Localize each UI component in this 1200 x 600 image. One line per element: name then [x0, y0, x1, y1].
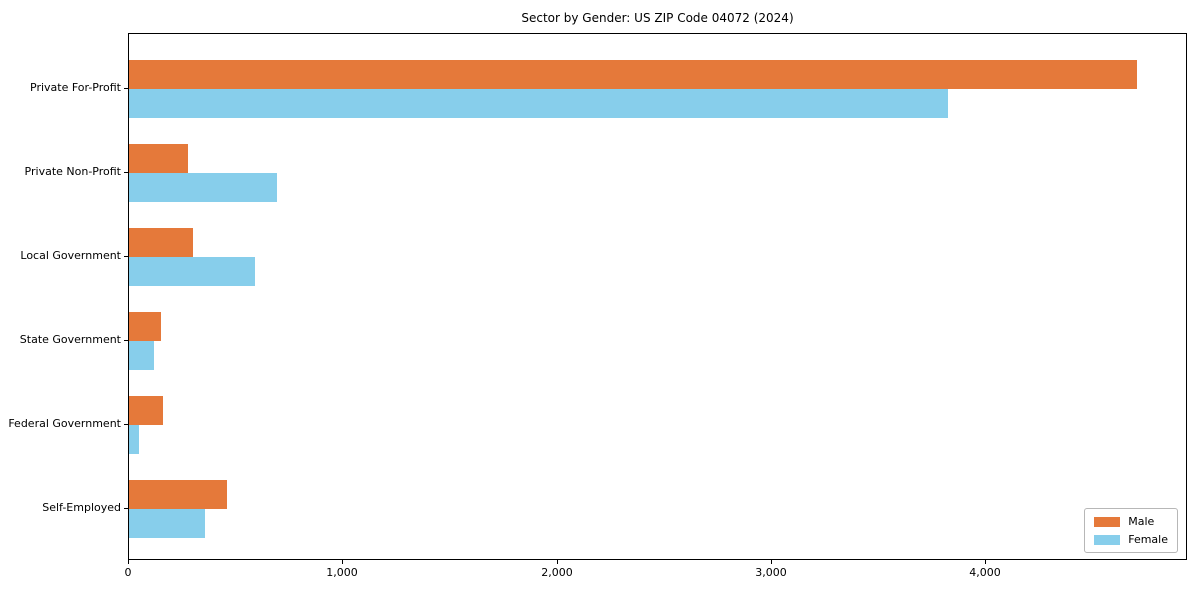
legend-swatch-male — [1094, 516, 1121, 527]
bar-male-1 — [129, 144, 188, 173]
y-tick-label: Private Non-Profit — [24, 165, 121, 178]
bar-female-4 — [129, 425, 139, 454]
y-tick-mark — [124, 508, 128, 509]
bar-male-3 — [129, 312, 161, 341]
y-tick-label: Private For-Profit — [30, 81, 121, 94]
x-tick-mark — [771, 560, 772, 564]
x-tick-label: 0 — [124, 566, 132, 579]
x-tick-mark — [985, 560, 986, 564]
y-tick-label: State Government — [19, 333, 121, 346]
x-tick-label: 3,000 — [755, 566, 787, 579]
bar-male-4 — [129, 396, 163, 425]
x-tick-label: 4,000 — [969, 566, 1001, 579]
y-tick-mark — [124, 340, 128, 341]
y-tick-mark — [124, 88, 128, 89]
bar-male-0 — [129, 60, 1137, 89]
bar-male-5 — [129, 480, 227, 509]
x-tick-mark — [342, 560, 343, 564]
bar-female-0 — [129, 89, 948, 118]
x-tick-label: 2,000 — [541, 566, 573, 579]
plot-area: Male Female — [128, 33, 1187, 560]
y-tick-label: Self-Employed — [42, 501, 121, 514]
y-tick-label: Local Government — [20, 249, 121, 262]
y-tick-mark — [124, 172, 128, 173]
bar-female-1 — [129, 173, 277, 202]
bar-female-2 — [129, 257, 255, 286]
bar-male-2 — [129, 228, 193, 257]
y-tick-label: Federal Government — [8, 417, 121, 430]
legend-entry-male: Male — [1094, 515, 1168, 528]
legend-label-male: Male — [1128, 515, 1155, 528]
x-tick-mark — [557, 560, 558, 564]
legend-entry-female: Female — [1094, 533, 1168, 546]
bar-female-5 — [129, 509, 205, 538]
x-tick-mark — [128, 560, 129, 564]
legend-label-female: Female — [1128, 533, 1168, 546]
x-tick-label: 1,000 — [326, 566, 358, 579]
chart-title: Sector by Gender: US ZIP Code 04072 (202… — [521, 11, 794, 25]
y-tick-mark — [124, 424, 128, 425]
y-tick-mark — [124, 256, 128, 257]
bar-female-3 — [129, 341, 154, 370]
legend: Male Female — [1084, 508, 1178, 553]
legend-swatch-female — [1094, 534, 1121, 545]
